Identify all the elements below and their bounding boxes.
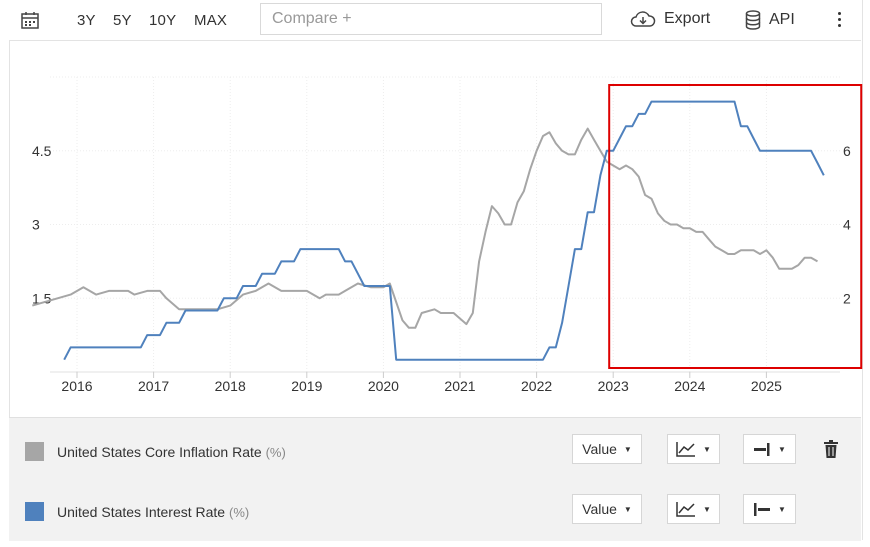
range-max-button[interactable]: MAX: [194, 12, 228, 29]
series-color-swatch[interactable]: [25, 502, 44, 521]
x-axis-tick: 2024: [674, 378, 705, 394]
cloud-download-icon: [630, 11, 656, 27]
range-3y-button[interactable]: 3Y: [77, 12, 96, 29]
x-axis-tick: 2022: [521, 378, 552, 394]
grid-lines: [50, 76, 840, 372]
compare-input[interactable]: [270, 4, 594, 34]
x-axis-tick: 2016: [61, 378, 92, 394]
series-layer: [32, 100, 825, 361]
series-line-0: [32, 127, 819, 329]
more-options-icon[interactable]: [836, 12, 842, 28]
legend-panel: United States Core Inflation Rate (%) Va…: [9, 417, 861, 541]
x-axis-tick: 2018: [215, 378, 246, 394]
api-label: API: [769, 11, 795, 28]
series-color-swatch[interactable]: [25, 442, 44, 461]
legend-row-interest-rate: United States Interest Rate (%) Value ▼ ▼…: [9, 481, 861, 541]
toolbar: 3Y 5Y 10Y MAX Export API: [9, 0, 861, 41]
right-axis-tick: 6: [843, 143, 851, 159]
calendar-icon[interactable]: [21, 11, 39, 29]
chart-frame: [9, 0, 863, 540]
left-axis-tick: 3: [32, 217, 40, 233]
series-name: United States Core Inflation Rate (%): [57, 444, 286, 460]
highlight-box: [608, 84, 863, 369]
export-button[interactable]: Export: [630, 10, 710, 28]
value-dropdown[interactable]: Value ▼: [572, 494, 642, 524]
compare-box: [260, 3, 602, 35]
api-button[interactable]: API: [745, 10, 795, 30]
x-axis-tick: 2019: [291, 378, 322, 394]
chart-type-dropdown[interactable]: ▼: [667, 494, 720, 524]
range-10y-button[interactable]: 10Y: [149, 12, 177, 29]
x-axis-tick: 2021: [444, 378, 475, 394]
right-axis-tick: 4: [843, 217, 851, 233]
range-5y-button[interactable]: 5Y: [113, 12, 132, 29]
x-axis-tick: 2023: [598, 378, 629, 394]
chart-type-dropdown[interactable]: ▼: [667, 434, 720, 464]
x-axis-tick: 2017: [138, 378, 169, 394]
axis-side-dropdown[interactable]: ▼: [743, 494, 796, 524]
line-chart-icon: [676, 502, 696, 517]
x-axis-tick: 2020: [368, 378, 399, 394]
line-chart-icon: [676, 442, 696, 457]
right-axis: 2 4 6: [843, 143, 851, 307]
trash-icon[interactable]: [824, 440, 838, 458]
left-axis-tick: 4.5: [32, 143, 52, 159]
series-line-1: [63, 100, 825, 361]
axis-left-icon: [754, 503, 771, 516]
series-name: United States Interest Rate (%): [57, 504, 250, 520]
axis-side-dropdown[interactable]: ▼: [743, 434, 796, 464]
x-axis: 2016 2017 2018 2019 2020 2021 2022 2023 2024 2025: [61, 372, 782, 394]
left-axis: 1.534.5: [32, 143, 52, 307]
value-dropdown[interactable]: Value ▼: [572, 434, 642, 464]
export-label: Export: [664, 10, 711, 27]
right-axis-tick: 2: [843, 290, 851, 306]
line-chart: 1.534.5 246 2016 2017 2018 2019 2020 2021 2022…: [32, 76, 863, 394]
x-axis-tick: 2025: [751, 378, 782, 394]
axis-right-icon: [754, 443, 770, 456]
database-icon: [745, 10, 761, 30]
legend-row-core-inflation: United States Core Inflation Rate (%) Va…: [9, 421, 861, 481]
